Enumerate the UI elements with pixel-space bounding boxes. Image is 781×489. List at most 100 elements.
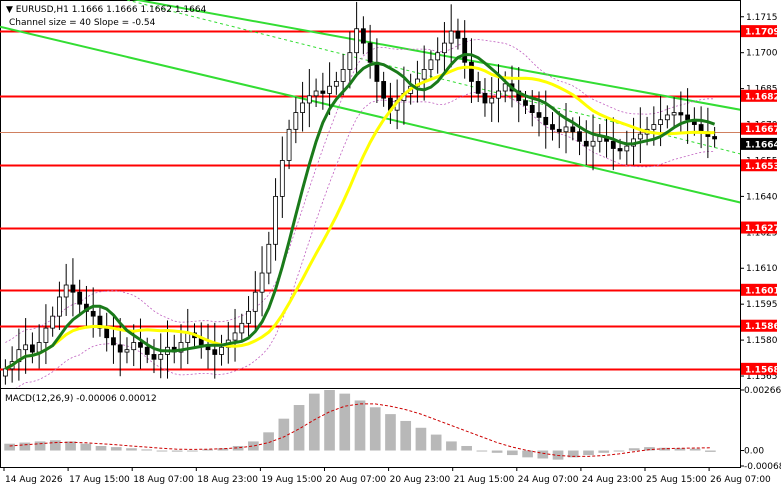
macd-histogram-bar bbox=[232, 445, 244, 451]
macd-histogram-bar bbox=[202, 449, 213, 451]
level-price-tag bbox=[741, 319, 777, 332]
candle-body bbox=[563, 126, 569, 133]
macd-histogram-bar bbox=[491, 450, 503, 453]
macd-histogram-bar bbox=[461, 445, 472, 451]
candle-body bbox=[502, 83, 508, 92]
candle-body bbox=[374, 61, 380, 82]
candle-body bbox=[536, 112, 542, 118]
candle-body bbox=[421, 69, 427, 80]
macd-histogram-bar bbox=[141, 449, 153, 451]
candle-body bbox=[570, 126, 576, 133]
candle-body bbox=[651, 124, 657, 130]
time-tick-label: 20 Aug 23:00 bbox=[390, 475, 451, 485]
candle-body bbox=[550, 124, 555, 130]
candle-body bbox=[104, 327, 110, 339]
time-tick-label: 17 Aug 15:00 bbox=[69, 475, 130, 485]
level-price-tag bbox=[741, 221, 777, 234]
candle-body bbox=[144, 346, 150, 355]
level-price-tag bbox=[741, 159, 777, 172]
candle-body bbox=[50, 315, 56, 329]
candle-body bbox=[29, 344, 35, 353]
macd-histogram-bar bbox=[476, 450, 488, 452]
candle-body bbox=[637, 133, 643, 140]
time-tick-label: 18 Aug 23:00 bbox=[197, 475, 258, 485]
candle-body bbox=[435, 52, 441, 61]
price-tick-label: 1.1700 bbox=[746, 49, 778, 59]
candle-body bbox=[138, 342, 143, 348]
candle-body bbox=[543, 116, 549, 125]
macd-histogram-bar bbox=[400, 420, 412, 451]
candle-body bbox=[306, 95, 312, 104]
horizontal-levels bbox=[0, 30, 740, 371]
level-price-tag-label: 1.1627 bbox=[745, 224, 780, 234]
macd-histogram-bar bbox=[308, 393, 320, 451]
macd-histogram-bar bbox=[293, 405, 305, 451]
price-pane bbox=[0, 0, 740, 388]
channel-mid-line bbox=[126, 0, 740, 155]
macd-histogram-bar bbox=[187, 450, 198, 452]
candle-body bbox=[2, 368, 8, 377]
macd-signal-line bbox=[9, 403, 711, 457]
price-tick-label: 1.1580 bbox=[746, 336, 778, 346]
candle-body bbox=[333, 81, 339, 87]
candle-body bbox=[131, 342, 137, 351]
channel-annotation: Channel size = 40 Slope = -0.54 bbox=[9, 18, 156, 28]
candle-body bbox=[178, 342, 184, 353]
candle-body bbox=[610, 140, 616, 149]
level-price-tag-label: 1.1586 bbox=[745, 322, 780, 332]
candle-body bbox=[279, 160, 285, 197]
level-price-tag-label: 1.1709 bbox=[745, 28, 780, 38]
candle-body bbox=[489, 97, 495, 104]
candle-body bbox=[111, 337, 116, 346]
candle-body bbox=[158, 354, 164, 360]
candle-body bbox=[617, 148, 623, 152]
level-price-tag-label: 1.1682 bbox=[745, 92, 780, 102]
macd-histogram-bar bbox=[613, 450, 625, 452]
symbol-header: ▼ EURUSD,H1 1.1666 1.1666 1.1662 1.1664 bbox=[6, 5, 207, 15]
macd-histogram-bar bbox=[705, 450, 716, 452]
macd-histogram-bar bbox=[217, 448, 229, 451]
macd-tick-label: 0.00 bbox=[744, 447, 764, 457]
level-price-tag-label: 1.1601 bbox=[745, 286, 780, 296]
candle-body bbox=[320, 90, 326, 94]
candle-body bbox=[712, 136, 718, 140]
candle-body bbox=[252, 291, 258, 312]
candle-body bbox=[327, 85, 333, 94]
macd-histogram-bar bbox=[263, 432, 274, 451]
candle-body bbox=[313, 90, 319, 97]
macd-histogram-bar bbox=[430, 434, 442, 451]
candle-body bbox=[367, 42, 373, 63]
symbol-ohlc-text: EURUSD,H1 1.1666 1.1666 1.1662 1.1664 bbox=[16, 5, 207, 15]
candle-body bbox=[151, 354, 157, 360]
macd-histogram-bar bbox=[598, 450, 610, 453]
macd-tick-label: 0.00266 bbox=[744, 386, 781, 396]
macd-title: MACD(12,26,9) -0.00006 0.00012 bbox=[5, 394, 157, 404]
level-price-tag bbox=[741, 89, 777, 102]
level-price-tag bbox=[741, 122, 777, 135]
price-tick-label: 1.1715 bbox=[746, 13, 778, 23]
macd-histogram-bar bbox=[171, 450, 183, 452]
last-price-tag-label: 1.1664 bbox=[745, 140, 780, 150]
candle-body bbox=[381, 81, 387, 99]
candle-body bbox=[239, 322, 245, 334]
candle-body bbox=[556, 128, 562, 133]
candle-body bbox=[664, 114, 670, 121]
macd-histogram-bar bbox=[522, 450, 533, 458]
price-tick-label: 1.1595 bbox=[746, 300, 778, 310]
candle-body bbox=[496, 90, 501, 99]
macd-histogram-bar bbox=[49, 440, 61, 451]
candle-body bbox=[57, 296, 62, 317]
price-tick-label: 1.1565 bbox=[746, 372, 778, 382]
candle-body bbox=[246, 310, 251, 324]
candle-body bbox=[590, 140, 596, 147]
price-tick-label: 1.1610 bbox=[746, 264, 778, 274]
candle-body bbox=[286, 128, 292, 161]
candle-body bbox=[340, 69, 346, 82]
candle-body bbox=[523, 100, 528, 106]
macd-histogram-bar bbox=[34, 441, 46, 451]
candle-body bbox=[70, 284, 76, 293]
macd-histogram-bar bbox=[583, 450, 594, 456]
envelope-bands bbox=[5, 39, 715, 388]
macd-histogram-bar bbox=[369, 407, 381, 451]
